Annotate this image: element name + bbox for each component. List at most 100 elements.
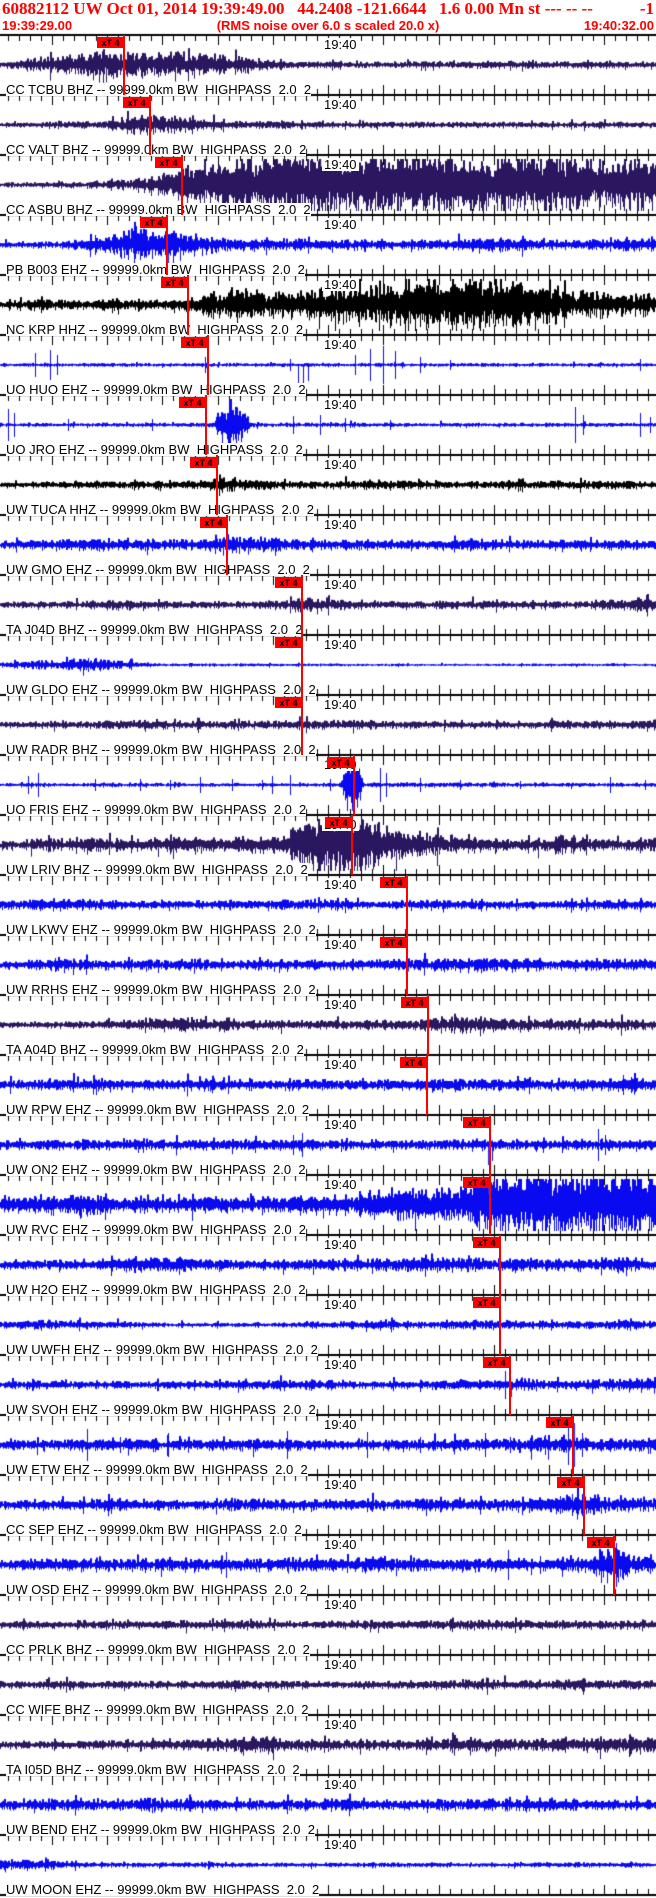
- pick-flag[interactable]: xT 4: [327, 757, 354, 768]
- trace-row-moon[interactable]: 19:40 UW MOON EHZ -- 99999.0km BW HIGHPAS…: [0, 1835, 656, 1896]
- trace-row-gldo[interactable]: 19:40 UW GLDO EHZ -- 99999.0km BW HIGHPAS…: [0, 635, 656, 697]
- window-end-time: 19:40:32.00: [583, 18, 654, 33]
- pick-flag[interactable]: xT 4: [161, 277, 188, 288]
- station-label: CC PRLK BHZ -- 99999.0km BW HIGHPASS 2.0…: [6, 1642, 310, 1657]
- trace-row-svoh[interactable]: 19:40 UW SVOH EHZ -- 99999.0km BW HIGHPAS…: [0, 1355, 656, 1416]
- station-label: UW LKWV EHZ -- 99999.0km BW HIGHPASS 2.0…: [6, 922, 316, 937]
- pick-flag[interactable]: xT 4: [380, 937, 407, 948]
- time-tick-label: 19:40: [322, 937, 359, 952]
- trace-row-uwfh[interactable]: 19:40 UW UWFH EHZ -- 99999.0km BW HIGHPAS…: [0, 1295, 656, 1357]
- station-label: UW RPW EHZ -- 99999.0km BW HIGHPASS 2.0 …: [6, 1102, 310, 1117]
- trace-row-on2[interactable]: 19:40 UW ON2 EHZ -- 99999.0km BW HIGHPASS…: [0, 1115, 656, 1176]
- station-label: UW OSD EHZ -- 99999.0km BW HIGHPASS 2.0 …: [6, 1582, 307, 1597]
- pick-flag[interactable]: xT 4: [400, 1057, 427, 1068]
- time-tick-label: 19:40: [322, 1717, 359, 1732]
- pick-flag[interactable]: xT 4: [181, 337, 208, 348]
- station-label: UW TUCA HHZ -- 99999.0km BW HIGHPASS 2.0…: [6, 502, 314, 517]
- pick-flag[interactable]: xT 4: [473, 1297, 500, 1308]
- trace-row-sep[interactable]: 19:40 CC SEP EHZ -- 99999.0km BW HIGHPASS…: [0, 1475, 656, 1537]
- trace-row-bend[interactable]: 19:40 UW BEND EHZ -- 99999.0km BW HIGHPAS…: [0, 1775, 656, 1837]
- trace-row-radr[interactable]: 19:40 UW RADR BHZ -- 99999.0km BW HIGHPAS…: [0, 695, 656, 756]
- pick-flag[interactable]: xT 4: [380, 877, 407, 888]
- pick-line: [353, 755, 355, 815]
- trace-row-wife[interactable]: 19:40 CC WIFE BHZ -- 99999.0km BW HIGHPAS…: [0, 1655, 656, 1716]
- trace-row-a04d[interactable]: 19:40 TA A04D BHZ -- 99999.0km BW HIGHPAS…: [0, 995, 656, 1056]
- pick-flag[interactable]: xT 4: [275, 697, 302, 708]
- trace-row-jro[interactable]: 19:40 UO JRO EHZ -- 99999.0km BW HIGHPASS…: [0, 395, 656, 456]
- time-tick-label: 19:40: [322, 1477, 359, 1492]
- pick-line: [123, 35, 125, 95]
- pick-flag[interactable]: xT 4: [275, 637, 302, 648]
- pick-flag[interactable]: xT 4: [123, 97, 150, 108]
- pick-flag[interactable]: xT 4: [140, 217, 167, 228]
- time-tick-label: 19:40: [322, 157, 359, 172]
- station-label: UW RRHS EHZ -- 99999.0km BW HIGHPASS 2.0…: [6, 982, 316, 997]
- pick-flag[interactable]: xT 4: [179, 397, 206, 408]
- station-label: UW UWFH EHZ -- 99999.0km BW HIGHPASS 2.0…: [6, 1342, 318, 1357]
- trace-row-lkwv[interactable]: 19:40 UW LKWV EHZ -- 99999.0km BW HIGHPAS…: [0, 875, 656, 937]
- time-tick-label: 19:40: [322, 97, 359, 112]
- trace-row-asbu[interactable]: 19:40 CC ASBU BHZ -- 99999.0km BW HIGHPAS…: [0, 155, 656, 217]
- trace-row-valt[interactable]: 19:40 CC VALT BHZ -- 99999.0km BW HIGHPAS…: [0, 95, 656, 156]
- pick-flag[interactable]: xT 4: [587, 1537, 614, 1548]
- trace-row-gmo[interactable]: 19:40 UW GMO EHZ -- 99999.0km BW HIGHPASS…: [0, 515, 656, 576]
- trace-row-h2o[interactable]: 19:40 UW H2O EHZ -- 99999.0km BW HIGHPASS…: [0, 1235, 656, 1296]
- pick-flag[interactable]: xT 4: [275, 577, 302, 588]
- pick-flag[interactable]: xT 4: [463, 1117, 490, 1128]
- pick-flag[interactable]: xT 4: [557, 1477, 584, 1488]
- window-start-time: 19:39:29.00: [2, 18, 73, 33]
- station-label: CC ASBU BHZ -- 99999.0km BW HIGHPASS 2.0…: [6, 202, 311, 217]
- station-label: UW ETW EHZ -- 99999.0km BW HIGHPASS 2.0 …: [6, 1462, 308, 1477]
- pick-line: [406, 935, 408, 995]
- pick-flag[interactable]: xT 4: [546, 1417, 573, 1428]
- pick-line: [187, 275, 189, 335]
- pick-line: [499, 1235, 501, 1295]
- trace-row-i05d[interactable]: 19:40 TA I05D BHZ -- 99999.0km BW HIGHPAS…: [0, 1715, 656, 1776]
- pick-flag[interactable]: xT 4: [483, 1357, 510, 1368]
- event-header-right: -1: [639, 0, 654, 18]
- pick-flag[interactable]: xT 4: [401, 997, 428, 1008]
- event-summary: 60882112 UW Oct 01, 2014 19:39:49.00 44.…: [2, 0, 593, 18]
- trace-row-krp[interactable]: 19:40 NC KRP HHZ -- 99999.0km BW HIGHPASS…: [0, 275, 656, 336]
- pick-line: [572, 1415, 574, 1475]
- station-label: UW BEND EHZ -- 99999.0km BW HIGHPASS 2.0…: [6, 1822, 315, 1837]
- trace-row-tuca[interactable]: 19:40 UW TUCA HHZ -- 99999.0km BW HIGHPAS…: [0, 455, 656, 517]
- station-label: UW GLDO EHZ -- 99999.0km BW HIGHPASS 2.0…: [6, 682, 316, 697]
- pick-flag[interactable]: xT 4: [463, 1177, 490, 1188]
- pick-line: [181, 155, 183, 215]
- time-tick-label: 19:40: [322, 1357, 359, 1372]
- time-tick-label: 19:40: [322, 397, 359, 412]
- trace-row-j04d[interactable]: 19:40 TA J04D BHZ -- 99999.0km BW HIGHPAS…: [0, 575, 656, 636]
- pick-flag[interactable]: xT 4: [325, 817, 352, 828]
- trace-row-prlk[interactable]: 19:40 CC PRLK BHZ -- 99999.0km BW HIGHPAS…: [0, 1595, 656, 1657]
- time-tick-label: 19:40: [322, 1117, 359, 1132]
- pick-line: [226, 515, 228, 575]
- station-label: CC TCBU BHZ -- 99999.0km BW HIGHPASS 2.0…: [6, 82, 312, 97]
- time-tick-label: 19:40: [322, 997, 359, 1012]
- trace-row-rvc[interactable]: 19:40 UW RVC EHZ -- 99999.0km BW HIGHPASS…: [0, 1175, 656, 1237]
- pick-line: [301, 575, 303, 635]
- trace-row-huo[interactable]: 19:40 UO HUO EHZ -- 99999.0km BW HIGHPASS…: [0, 335, 656, 396]
- station-label: CC SEP EHZ -- 99999.0km BW HIGHPASS 2.0 …: [6, 1522, 302, 1537]
- trace-row-rpw[interactable]: 19:40 UW RPW EHZ -- 99999.0km BW HIGHPASS…: [0, 1055, 656, 1117]
- trace-row-b003[interactable]: 19:40 PB B003 EHZ -- 99999.0km BW HIGHPAS…: [0, 215, 656, 276]
- time-tick-label: 19:40: [322, 217, 359, 232]
- pick-line: [406, 875, 408, 935]
- pick-line: [301, 695, 303, 755]
- pick-line: [489, 1115, 491, 1175]
- trace-row-rrhs[interactable]: 19:40 UW RRHS EHZ -- 99999.0km BW HIGHPAS…: [0, 935, 656, 997]
- pick-flag[interactable]: xT 4: [155, 157, 182, 168]
- pick-flag[interactable]: xT 4: [473, 1237, 500, 1248]
- station-label: UW RVC EHZ -- 99999.0km BW HIGHPASS 2.0 …: [6, 1222, 307, 1237]
- pick-flag[interactable]: xT 4: [200, 517, 227, 528]
- pick-line: [427, 995, 429, 1055]
- trace-row-etw[interactable]: 19:40 UW ETW EHZ -- 99999.0km BW HIGHPASS…: [0, 1415, 656, 1477]
- pick-flag[interactable]: xT 4: [190, 457, 217, 468]
- trace-row-tcbu[interactable]: 19:40 CC TCBU BHZ -- 99999.0km BW HIGHPAS…: [0, 35, 656, 97]
- pick-line: [613, 1535, 615, 1595]
- trace-row-osd[interactable]: 19:40 UW OSD EHZ -- 99999.0km BW HIGHPASS…: [0, 1535, 656, 1597]
- pick-flag[interactable]: xT 4: [97, 37, 124, 48]
